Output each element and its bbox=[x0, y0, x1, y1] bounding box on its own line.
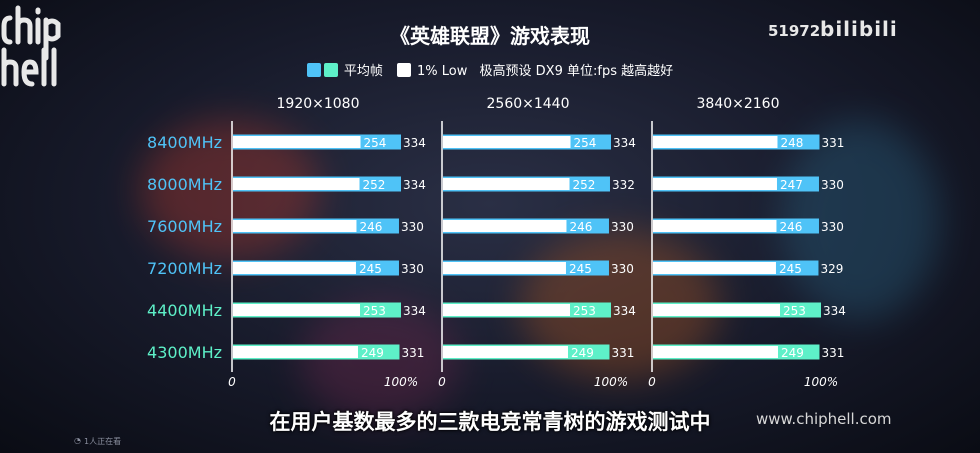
bilibili-logo: bilibili bbox=[820, 17, 898, 41]
avg-bar bbox=[653, 346, 778, 358]
avg-value-label: 245 bbox=[779, 262, 802, 276]
low-value-label: 330 bbox=[401, 262, 424, 276]
avg-value-label: 253 bbox=[363, 304, 386, 318]
legend-swatch-teal bbox=[323, 63, 338, 77]
legend-note: 极高预设 DX9 单位:fps 越高越好 bbox=[479, 64, 674, 79]
avg-value-label: 247 bbox=[780, 178, 803, 192]
avg-value-label: 246 bbox=[569, 220, 592, 234]
low-value-label: 330 bbox=[401, 220, 424, 234]
avg-bar bbox=[653, 262, 776, 274]
low-value-label: 334 bbox=[403, 178, 426, 192]
low-value-label: 334 bbox=[823, 304, 846, 318]
avg-value-label: 253 bbox=[573, 304, 596, 318]
axis-min-label: 0 bbox=[648, 375, 656, 389]
avg-bar bbox=[233, 220, 357, 232]
avg-value-label: 248 bbox=[780, 136, 803, 150]
low-value-label: 329 bbox=[820, 262, 843, 276]
axis-max-label: 100% bbox=[384, 375, 418, 389]
panel-resolution-label: 2560×1440 bbox=[487, 96, 570, 112]
low-value-label: 334 bbox=[403, 136, 426, 150]
legend-avg-label: 平均帧 bbox=[343, 64, 383, 79]
category-label: 8400MHz bbox=[147, 133, 222, 152]
axis-max-label: 100% bbox=[594, 375, 628, 389]
avg-bar bbox=[653, 220, 777, 232]
avg-value-label: 245 bbox=[359, 262, 382, 276]
avg-bar bbox=[653, 178, 777, 190]
low-value-label: 330 bbox=[821, 220, 844, 234]
legend-low-label: 1% Low bbox=[417, 64, 468, 79]
avg-bar bbox=[233, 262, 356, 274]
legend: 平均帧 1% Low 极高预设 DX9 单位:fps 越高越好 bbox=[0, 60, 980, 79]
background-blob bbox=[300, 300, 460, 420]
avg-bar bbox=[443, 136, 571, 148]
avg-bar bbox=[443, 220, 567, 232]
avg-value-label: 249 bbox=[781, 346, 804, 360]
low-value-label: 331 bbox=[611, 346, 634, 360]
avg-value-label: 249 bbox=[361, 346, 384, 360]
axis-min-label: 0 bbox=[438, 375, 446, 389]
category-label: 8000MHz bbox=[147, 175, 222, 194]
avg-bar bbox=[233, 136, 361, 148]
legend-swatch-white bbox=[397, 63, 412, 77]
avg-value-label: 246 bbox=[779, 220, 802, 234]
category-label: 4400MHz bbox=[147, 301, 222, 320]
low-value-label: 332 bbox=[612, 178, 635, 192]
avg-bar bbox=[233, 178, 360, 190]
low-value-label: 331 bbox=[821, 346, 844, 360]
avg-bar bbox=[443, 304, 571, 316]
avg-value-label: 254 bbox=[574, 136, 597, 150]
avg-bar bbox=[233, 346, 358, 358]
low-value-label: 334 bbox=[403, 304, 426, 318]
low-value-label: 330 bbox=[611, 220, 634, 234]
legend-swatch-blue bbox=[306, 63, 321, 77]
category-label: 7600MHz bbox=[147, 217, 222, 236]
avg-value-label: 245 bbox=[569, 262, 592, 276]
site-watermark: www.chiphell.com bbox=[756, 410, 892, 428]
avg-bar bbox=[653, 304, 781, 316]
chiphell-logo bbox=[1, 5, 61, 87]
low-value-label: 330 bbox=[611, 262, 634, 276]
low-value-label: 334 bbox=[613, 304, 636, 318]
view-count: 51972 bbox=[768, 22, 821, 40]
avg-value-label: 252 bbox=[573, 178, 596, 192]
low-value-label: 334 bbox=[613, 136, 636, 150]
avg-bar bbox=[233, 304, 361, 316]
viewer-count: 1人正在看 bbox=[84, 437, 122, 446]
panel-resolution-label: 1920×1080 bbox=[277, 96, 360, 112]
avg-bar bbox=[443, 178, 570, 190]
avg-value-label: 252 bbox=[363, 178, 386, 192]
chart-title: 《英雄联盟》游戏表现 bbox=[390, 24, 590, 48]
avg-value-label: 246 bbox=[359, 220, 382, 234]
axis-max-label: 100% bbox=[804, 375, 838, 389]
avg-value-label: 254 bbox=[364, 136, 387, 150]
viewer-icon: ◔ bbox=[74, 436, 81, 445]
low-value-label: 330 bbox=[821, 178, 844, 192]
video-subtitle: 在用户基数最多的三款电竞常青树的游戏测试中 bbox=[269, 410, 711, 434]
avg-bar bbox=[443, 346, 568, 358]
category-label: 4300MHz bbox=[147, 343, 222, 362]
low-value-label: 331 bbox=[821, 136, 844, 150]
category-label: 7200MHz bbox=[147, 259, 222, 278]
avg-bar bbox=[443, 262, 566, 274]
low-value-label: 331 bbox=[401, 346, 424, 360]
avg-value-label: 253 bbox=[783, 304, 806, 318]
axis-min-label: 0 bbox=[228, 375, 236, 389]
panel-resolution-label: 3840×2160 bbox=[697, 96, 780, 112]
avg-bar bbox=[653, 136, 778, 148]
avg-value-label: 249 bbox=[571, 346, 594, 360]
